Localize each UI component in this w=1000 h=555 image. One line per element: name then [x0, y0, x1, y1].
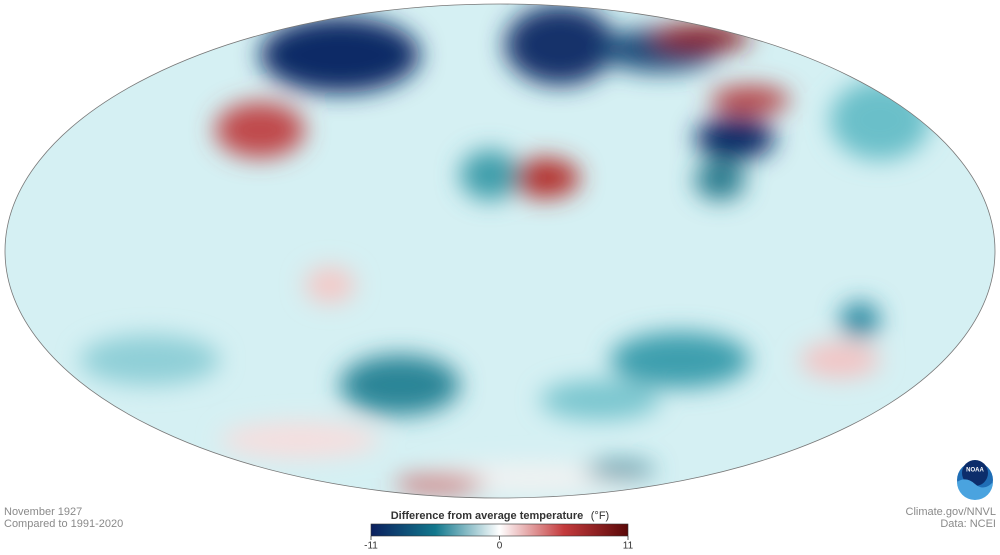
data-credit: Data: NCEI — [940, 518, 996, 530]
legend-ticks: -11 0 11 — [364, 536, 634, 552]
legend-title: Difference from average temperature — [391, 510, 584, 522]
globe-outline — [4, 3, 996, 499]
logo-text: NOAA — [966, 468, 984, 474]
legend-tick-label: -11 — [364, 541, 378, 552]
legend-tick-label: 11 — [623, 541, 634, 552]
source-credit: Climate.gov/NNVL — [906, 506, 996, 518]
map — [4, 3, 996, 499]
baseline-label: Compared to 1991-2020 — [4, 518, 123, 530]
anomaly-field — [80, 5, 930, 492]
legend-unit: (°F) — [591, 510, 609, 522]
legend-tick-label: 0 — [497, 541, 503, 552]
globe — [5, 4, 995, 498]
legend: Difference from average temperature (°F)… — [364, 510, 633, 552]
color-bar — [370, 523, 629, 537]
noaa-logo: NOAA — [957, 460, 993, 500]
date-label: November 1927 — [4, 506, 82, 518]
